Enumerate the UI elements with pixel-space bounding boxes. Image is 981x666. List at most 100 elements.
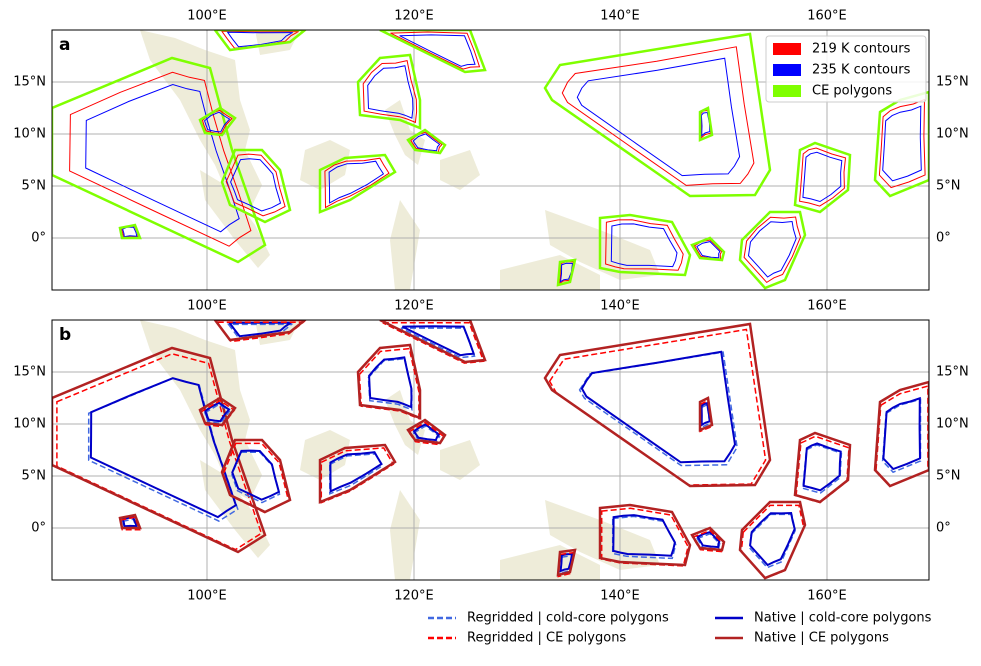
native-ce (213, 320, 308, 342)
legend-swatch (773, 43, 801, 55)
native-ce (556, 548, 577, 577)
native-cold-core (227, 321, 294, 338)
x-tick-label: 120°E (394, 9, 434, 24)
x-tick-label: 140°E (600, 9, 640, 24)
native-ce (198, 396, 237, 427)
land (545, 210, 660, 280)
x-tick-label: 100°E (187, 9, 227, 24)
contour-235k (226, 31, 293, 48)
contour-219k (878, 98, 926, 189)
contour-235k (204, 111, 231, 133)
native-cold-core (612, 514, 676, 557)
legend-label: 219 K contours (812, 42, 911, 57)
y-tick-label: 5°N (22, 179, 47, 194)
y-tick-label: 15°N (936, 75, 969, 90)
ce-polygon (213, 30, 308, 52)
legend-label: CE polygons (812, 84, 892, 99)
native-ce (118, 513, 142, 530)
native-cold-core (203, 401, 231, 423)
land (300, 140, 350, 190)
native-ce (598, 503, 692, 567)
contour-219k (390, 31, 481, 70)
legend-swatch (773, 64, 801, 76)
y-tick-label: 10°N (13, 127, 46, 142)
x-tick-label: 100°E (187, 299, 227, 314)
ce-polygon (598, 213, 692, 277)
land (200, 460, 270, 558)
y-tick-label: 10°N (936, 127, 969, 142)
contour-219k (693, 239, 723, 260)
contour-219k (561, 46, 755, 186)
contour-219k (410, 131, 443, 153)
map-panel (52, 320, 929, 580)
regridded-ce (215, 321, 306, 343)
regridded-cold-core (748, 513, 796, 569)
native-cold-core (412, 423, 441, 442)
native-cold-core (231, 449, 281, 501)
ce-polygon (738, 210, 807, 290)
contour-235k (576, 57, 741, 177)
contour-219k (605, 219, 684, 271)
regridded-cold-core (802, 444, 843, 494)
x-tick-label: 160°E (807, 299, 847, 314)
native-ce (873, 380, 929, 488)
contour-235k (412, 133, 441, 152)
native-cold-core (401, 325, 476, 357)
land (200, 170, 270, 268)
panel-frame (51, 29, 930, 291)
contour-219k (225, 153, 286, 217)
legend-swatch (773, 85, 801, 97)
contour-235k (747, 220, 797, 278)
panel-label: b (59, 325, 71, 345)
land (440, 150, 480, 190)
x-tick-label: 120°E (394, 589, 434, 604)
native-ce (406, 418, 447, 445)
land (390, 490, 420, 580)
native-ce (738, 500, 807, 580)
contour-235k (230, 158, 282, 212)
contour-219k (220, 30, 299, 49)
regridded-cold-core (400, 327, 476, 359)
native-cold-core (368, 356, 413, 409)
contour-235k (610, 223, 678, 268)
contour-219k (362, 60, 418, 124)
native-ce (220, 438, 292, 514)
panel-label: a (59, 35, 70, 55)
y-tick-label: 10°N (936, 417, 969, 432)
contour-235k (559, 262, 574, 283)
y-tick-label: 15°N (936, 365, 969, 380)
native-ce (318, 443, 397, 504)
native-cold-core (89, 377, 238, 519)
contour-219k (743, 216, 802, 284)
contour-235k (700, 111, 711, 137)
ce-polygon (198, 106, 237, 137)
ce-polygon (118, 223, 142, 240)
regridded-cold-core (881, 398, 922, 474)
y-tick-label: 5°N (22, 469, 47, 484)
contour-219k (324, 157, 390, 209)
ce-polygon (690, 236, 726, 262)
native-cold-core (802, 442, 842, 492)
native-cold-core (696, 530, 721, 549)
x-tick-label: 100°E (187, 589, 227, 604)
x-tick-label: 120°E (394, 299, 434, 314)
y-tick-label: 15°N (13, 75, 46, 90)
native-ce (690, 526, 726, 552)
y-tick-label: 0° (31, 521, 46, 536)
native-ce (356, 343, 422, 420)
land (440, 440, 480, 480)
x-tick-label: 160°E (807, 589, 847, 604)
native-cold-core (749, 511, 796, 567)
ce-polygon (543, 32, 772, 198)
ce-polygon (318, 153, 397, 214)
legend-label: Regridded | CE polygons (467, 631, 626, 646)
regridded-cold-core (611, 515, 677, 560)
native-ce (793, 431, 852, 504)
legend-label: Regridded | cold-core polygons (467, 611, 669, 626)
ce-polygon (52, 56, 267, 264)
native-ce (52, 346, 267, 554)
ce-polygon (356, 53, 422, 130)
native-cold-core (559, 552, 574, 573)
native-ce (543, 322, 772, 488)
